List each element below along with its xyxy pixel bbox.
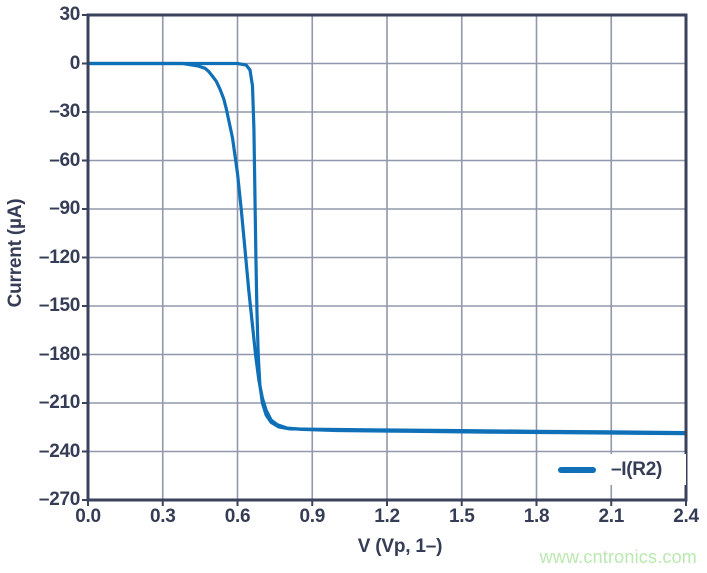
legend-series-label: –I(R2)	[611, 458, 662, 480]
y-tick-label: –30	[49, 101, 80, 122]
y-tick-label: –270	[38, 489, 80, 510]
x-tick-label: 1.2	[374, 506, 400, 527]
y-tick-label: –180	[38, 343, 80, 365]
y-tick-label: –60	[49, 149, 80, 171]
y-tick-label: 30	[59, 4, 80, 25]
x-tick-label: 1.5	[448, 506, 475, 527]
x-tick-label: 2.1	[598, 506, 624, 527]
series-group	[88, 61, 686, 436]
legend-line-swatch	[558, 466, 596, 473]
x-tick-label: 0.6	[224, 506, 251, 527]
y-tick-label: 0	[69, 52, 81, 74]
x-tick-label: 2.4	[673, 506, 699, 527]
y-tick-label: –150	[38, 295, 80, 316]
y-tick-label: –120	[38, 246, 80, 268]
x-tick-label: 0.3	[149, 506, 176, 527]
watermark-text: www.cntronics.com	[539, 547, 697, 567]
y-tick-label: –240	[38, 440, 80, 462]
x-axis-title: V (Vp, 1–)	[357, 536, 443, 557]
series-line	[88, 61, 686, 435]
x-tick-label: 0.0	[75, 506, 101, 527]
legend: –I(R2)	[548, 454, 686, 485]
x-tick-label: 1.8	[523, 506, 550, 527]
y-tick-label: –90	[49, 198, 80, 219]
y-axis-title: Current (µA)	[5, 198, 26, 308]
y-tick-label: –210	[38, 392, 80, 413]
x-tick-label: 0.9	[299, 506, 325, 527]
